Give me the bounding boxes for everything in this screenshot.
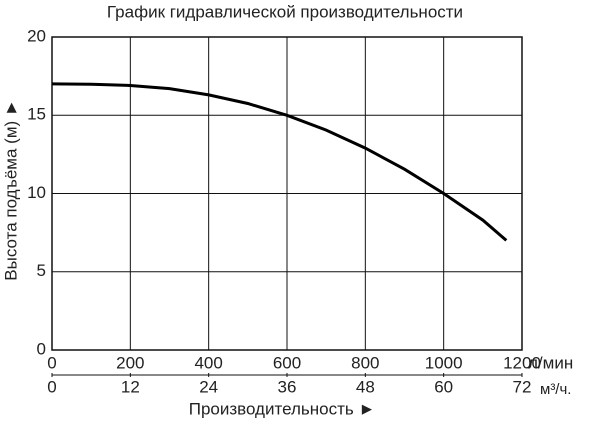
y-tick-label: 15 [27,105,46,124]
chart-title: График гидравлической производительности [107,2,463,21]
y-tick-label: 20 [27,26,46,45]
x-tick-label: 800 [351,353,379,372]
x-tick-label: 1200 [503,353,541,372]
x-tick-label: 600 [273,353,301,372]
x-tick-label: 200 [116,353,144,372]
y-tick-label: 10 [27,183,46,202]
curve [51,82,508,242]
x-tick-label: 0 [47,353,56,372]
x2-tick-label: 60 [434,377,453,396]
x2-tick-label: 12 [121,377,140,396]
x2-tick-label: 36 [278,377,297,396]
x-tick-label: 1000 [425,353,463,372]
x2-tick-label: 48 [356,377,375,396]
x-axis-title: Производительность ► [189,399,376,418]
x-tick-label: 400 [194,353,222,372]
y-tick-label: 0 [37,339,46,358]
x2-tick-label: 0 [47,377,56,396]
x-unit: л/мин [528,353,573,372]
y-tick-label: 5 [37,261,46,280]
x2-tick-label: 24 [199,377,218,396]
x2-unit: м³/ч. [540,381,571,398]
y-axis-title: Высота подъёма (м) ► [1,99,20,280]
x2-tick-label: 72 [513,377,532,396]
